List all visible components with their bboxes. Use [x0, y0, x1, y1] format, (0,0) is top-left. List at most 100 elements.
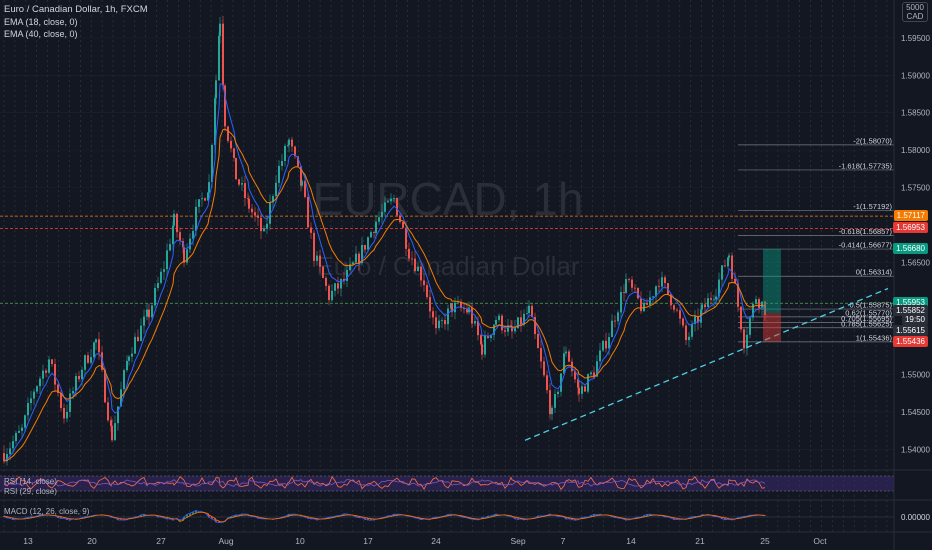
macd-legend[interactable]: MACD (12, 26, close, 9) [4, 507, 90, 516]
macd-histogram-bar [514, 517, 516, 520]
candle-body [484, 335, 486, 355]
macd-histogram-bar [637, 517, 639, 519]
price-axis-label: 1.57117 [893, 210, 928, 222]
candle-body [179, 232, 181, 242]
candle-body [21, 427, 23, 431]
candle-body [746, 334, 748, 349]
macd-histogram-bar [593, 514, 595, 517]
rsi-legend[interactable]: RSI (14, close) [4, 477, 57, 486]
candle-body [554, 394, 556, 408]
macd-signal-line [3, 511, 766, 523]
price-axis-label: 1.55615 [893, 325, 928, 337]
candle-body [640, 298, 642, 312]
candle-body [340, 278, 342, 289]
macd-histogram-bar [574, 518, 576, 521]
candle-body [743, 329, 745, 349]
candle-body [291, 139, 293, 147]
macd-histogram-bar [211, 516, 213, 520]
macd-histogram-bar [207, 513, 209, 517]
candle-body [176, 213, 178, 233]
candle-body [281, 161, 283, 166]
macd-histogram-bar [691, 516, 693, 519]
candle-body [355, 253, 357, 263]
macd-histogram-bar [241, 513, 243, 516]
candle-body [565, 351, 567, 354]
macd-histogram-bar [481, 517, 483, 520]
macd-histogram-bar [435, 517, 437, 519]
candle-body [367, 237, 369, 250]
candle-body [123, 370, 125, 390]
candle-body [411, 258, 413, 260]
candle-body [451, 303, 453, 313]
candle-body [54, 364, 56, 385]
candle-body [146, 309, 148, 317]
currency-badge[interactable]: 5000 CAD [902, 2, 928, 22]
price-axis-label: 1.56953 [893, 222, 928, 234]
candle-body [507, 325, 509, 332]
long-position-target-zone [763, 248, 781, 314]
candle-body [593, 372, 595, 377]
macd-histogram-bar [355, 515, 357, 518]
macd-histogram-bar [649, 514, 651, 516]
candle-body [728, 255, 730, 258]
candle-body [238, 179, 240, 185]
candle-body [664, 277, 666, 284]
candle-body [417, 266, 419, 272]
price-axis-label: 19:50 [901, 313, 928, 325]
candle-body [275, 182, 277, 197]
x-axis-label: Aug [218, 536, 233, 546]
x-axis-label: 24 [431, 536, 441, 546]
candle-body [387, 201, 389, 203]
ema18-legend[interactable]: EMA (18, close, 0) [4, 17, 78, 27]
candle-body [727, 257, 729, 267]
macd-histogram-bar [235, 514, 237, 517]
candle-body [646, 302, 648, 305]
y-tick-label: 1.57500 [901, 184, 930, 193]
candle-body [676, 309, 678, 311]
macd-histogram-bar [189, 513, 191, 517]
candle-body [294, 146, 296, 157]
macd-histogram-bar [571, 518, 573, 520]
macd-histogram-bar [310, 517, 312, 520]
candle-body [95, 339, 97, 343]
candle-body [6, 454, 8, 462]
macd-histogram-bar [590, 515, 592, 518]
candle-body [131, 353, 133, 357]
candle-body [148, 309, 150, 318]
candle-body [201, 198, 203, 200]
symbol-title[interactable]: Euro / Canadian Dollar, 1h, FXCM [4, 4, 148, 15]
candle-body [331, 290, 333, 301]
macd-histogram-bar [195, 510, 197, 514]
macd-histogram-bar [487, 515, 489, 518]
candle-body [490, 334, 492, 339]
x-axis-label: 27 [156, 536, 166, 546]
ema18-line [3, 83, 766, 462]
candle-body [749, 317, 751, 335]
candle-body [724, 265, 726, 267]
macd-histogram-bar [721, 517, 723, 519]
candle-body [247, 198, 249, 199]
macd-histogram-bar [724, 517, 726, 521]
rsi-legend-secondary[interactable]: RSI (29, close) [4, 487, 57, 496]
macd-histogram-bar [172, 518, 174, 521]
candle-body [154, 287, 156, 306]
candle-body [477, 320, 479, 336]
candle-body [378, 217, 380, 222]
candle-body [457, 302, 459, 304]
candle-body [300, 166, 302, 186]
candle-body [390, 198, 392, 202]
candle-body [284, 145, 286, 162]
candle-body [78, 375, 80, 380]
candle-body [57, 384, 59, 393]
candle-body [605, 340, 607, 349]
rsi14-line [3, 475, 766, 491]
candle-body [487, 335, 489, 339]
y-tick-label: 1.58500 [901, 109, 930, 118]
y-tick-label: 1.59000 [901, 71, 930, 80]
candle-body [435, 317, 437, 329]
watermark-name: Euro / Canadian Dollar [316, 251, 579, 281]
candle-body [463, 308, 465, 310]
candle-body [655, 286, 657, 297]
ema40-legend[interactable]: EMA (40, close, 0) [4, 29, 78, 39]
